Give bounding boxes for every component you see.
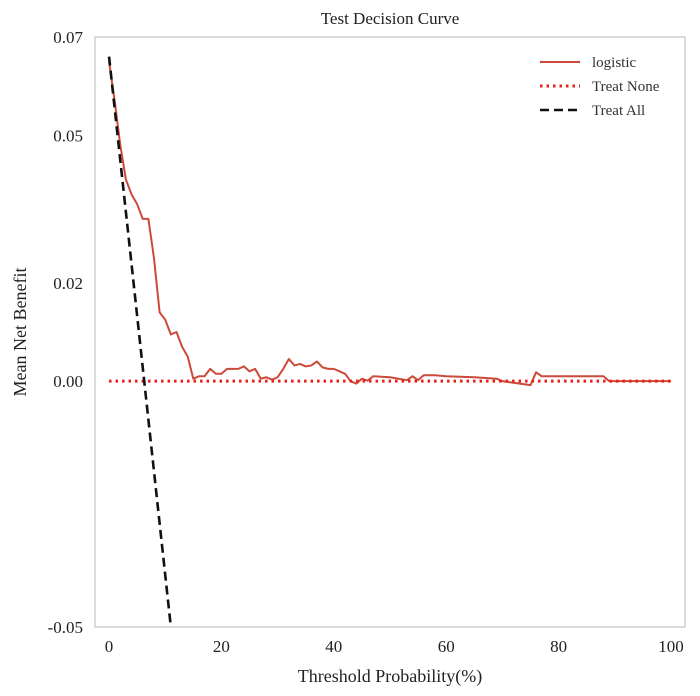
y-tick-label: 0.02: [53, 274, 83, 293]
legend-label: logistic: [592, 55, 637, 71]
legend-label: Treat None: [592, 79, 660, 95]
x-tick-label: 80: [550, 637, 567, 656]
y-tick-label: 0.05: [53, 126, 83, 145]
x-axis-ticks: 0 20 40 60 80 100: [105, 637, 684, 656]
series-line-logistic: [108, 61, 671, 387]
x-tick-label: 60: [438, 637, 455, 656]
x-tick-label: 40: [325, 637, 342, 656]
y-axis-ticks: 0.07 0.05 0.02 0.00 -0.05: [48, 28, 84, 637]
chart-title: Test Decision Curve: [321, 9, 460, 28]
x-tick-label: 0: [105, 637, 114, 656]
series-layer: [107, 56, 671, 628]
y-tick-label: 0.00: [53, 372, 83, 391]
x-tick-label: 20: [213, 637, 230, 656]
y-tick-label: -0.05: [48, 618, 83, 637]
x-tick-label: 100: [658, 637, 684, 656]
legend: logistic Treat None Treat All: [540, 55, 660, 119]
y-axis-label: Mean Net Benefit: [10, 268, 30, 397]
series-line-treat-all: [107, 56, 173, 628]
y-tick-label: 0.07: [53, 28, 83, 47]
x-axis-label: Threshold Probability(%): [298, 666, 482, 687]
plot-area-frame: [94, 36, 686, 628]
legend-label: Treat All: [592, 103, 645, 119]
